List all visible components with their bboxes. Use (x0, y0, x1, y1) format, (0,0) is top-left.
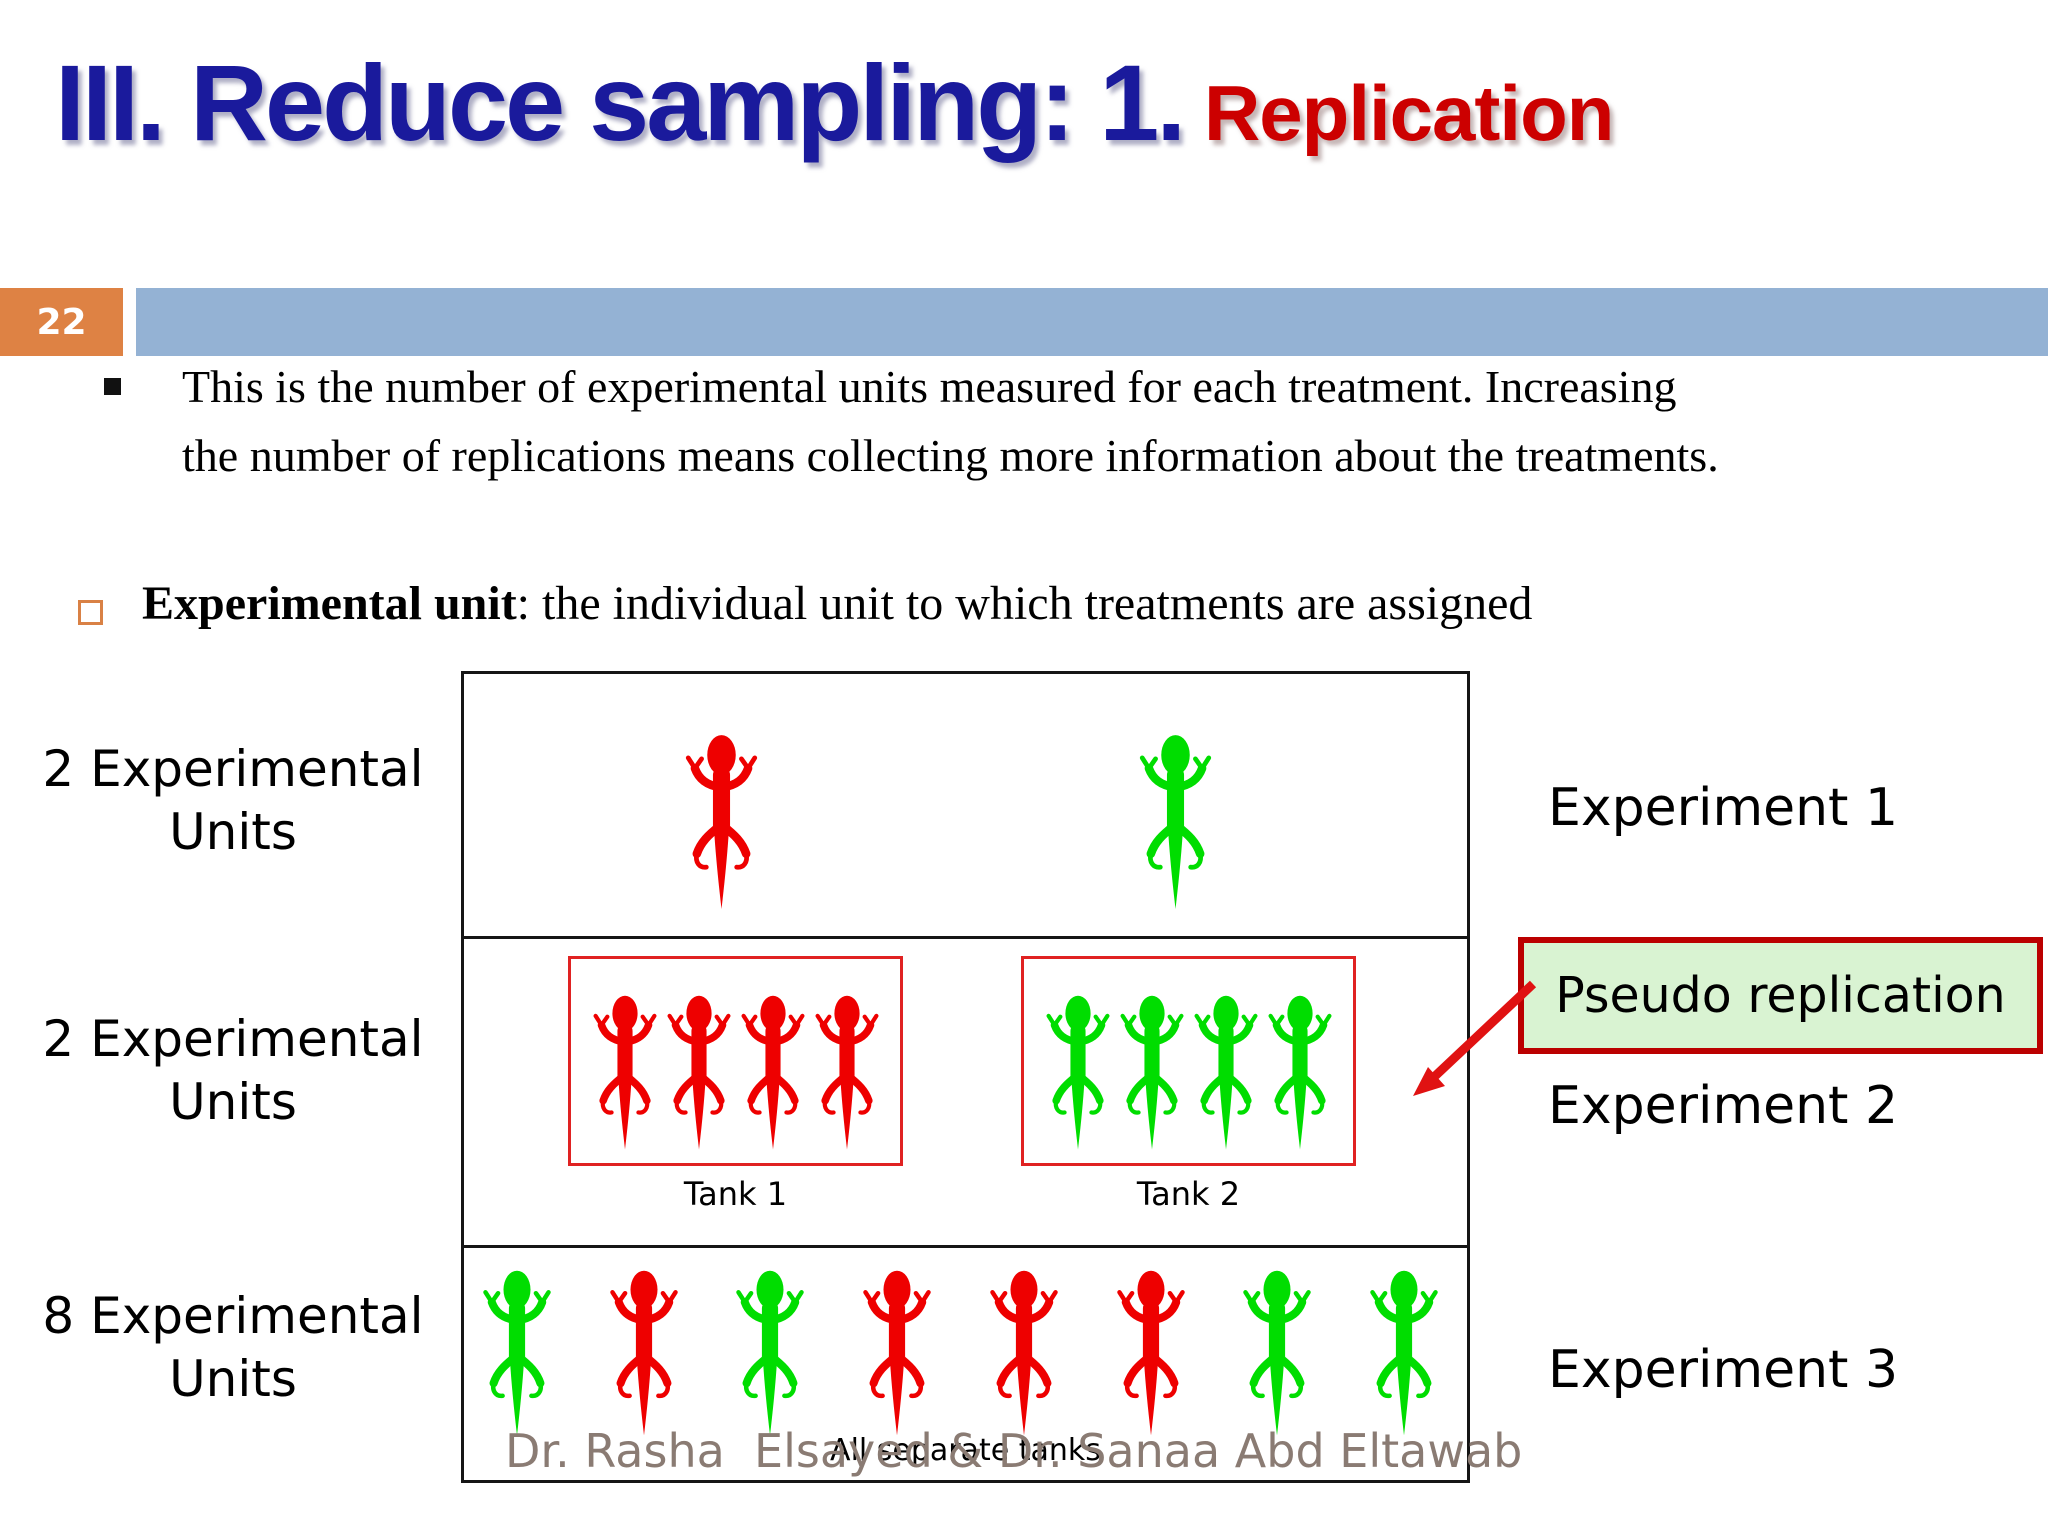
green-lizard-icon (725, 1268, 815, 1439)
row1-lizard-slot-2 (1128, 732, 1223, 913)
bullet-square-icon (104, 378, 121, 395)
red-lizard-icon (979, 1268, 1069, 1439)
separate-tanks-lizards (472, 1268, 1449, 1440)
green-lizard-icon (1359, 1268, 1449, 1439)
red-lizard-icon (657, 993, 741, 1153)
experiment-1-label: Experiment 1 (1548, 778, 1899, 838)
green-lizard-icon (472, 1268, 562, 1439)
page-title: III. Reduce sampling: 1. Replication (55, 40, 1614, 165)
red-lizard-icon (674, 732, 769, 913)
diagram-row-experiment-1 (464, 674, 1467, 936)
red-lizard-icon (852, 1268, 942, 1439)
pseudo-replication-callout: Pseudo replication (1518, 937, 2043, 1054)
tank-2-box (1021, 956, 1356, 1166)
red-lizard-icon (599, 1268, 689, 1439)
all-separate-tanks-caption: All separate tanks (830, 1433, 1101, 1468)
row3-units-label: 8 Experimental Units (42, 1287, 424, 1408)
diagram-row-experiment-3: All separate tanks (464, 1245, 1467, 1480)
row1-units-label: 2 Experimental Units (42, 740, 424, 861)
green-lizard-icon (1110, 993, 1194, 1153)
green-lizard-icon (1128, 732, 1223, 913)
title-main: III. Reduce sampling: 1. (55, 42, 1186, 163)
green-lizard-icon (1258, 993, 1342, 1153)
pseudo-replication-arrow (1413, 980, 1537, 1096)
row2-units-label: 2 Experimental Units (42, 1010, 424, 1131)
diagram-row-experiment-2: Tank 1 Tank 2 (464, 936, 1467, 1245)
green-lizard-icon (1232, 1268, 1322, 1439)
experiment-3-label: Experiment 3 (1548, 1340, 1899, 1400)
main-bullet-text: This is the number of experimental units… (182, 361, 1719, 481)
green-lizard-icon (1184, 993, 1268, 1153)
header-bar (136, 288, 2048, 356)
footer-credit: Dr. Rasha Elsayed & Dr. Sanaa Abd Eltawa… (505, 1424, 1523, 1478)
experimental-unit-term: Experimental unit (142, 577, 517, 630)
tank-1-label: Tank 1 (683, 1175, 788, 1213)
page-number-badge: 22 (0, 288, 123, 356)
title-accent: Replication (1183, 69, 1614, 157)
experiment-diagram: Tank 1 Tank 2 All separate tanks (461, 671, 1470, 1483)
sub-bullet-text: Experimental unit: the individual unit t… (142, 576, 2002, 631)
tank-1-box (568, 956, 903, 1166)
row1-lizard-slot-1 (674, 732, 769, 913)
experiment-2-label: Experiment 2 (1548, 1076, 1899, 1136)
sub-bullet-square-icon (78, 600, 103, 625)
red-lizard-icon (731, 993, 815, 1153)
experimental-unit-definition: : the individual unit to which treatment… (516, 577, 1533, 630)
green-lizard-icon (1036, 993, 1120, 1153)
red-lizard-icon (805, 993, 889, 1153)
red-lizard-icon (583, 993, 667, 1153)
tank-2-label: Tank 2 (1136, 1175, 1241, 1213)
red-lizard-icon (1106, 1268, 1196, 1439)
